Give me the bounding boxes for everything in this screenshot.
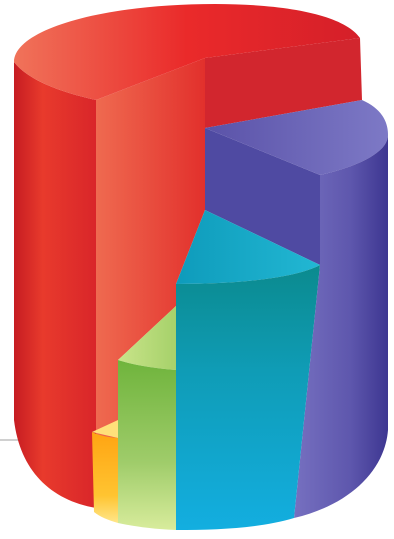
purple-segment-top: [205, 100, 388, 175]
red-segment-front: [14, 62, 96, 508]
red-segment-back-face: [205, 38, 362, 128]
orange-segment-top: [92, 420, 118, 438]
teal-segment-top: [176, 210, 320, 284]
orange-segment-front: [92, 432, 118, 523]
teal-segment-front: [176, 265, 320, 530]
red-segment-top: [14, 4, 360, 100]
green-segment-front: [118, 360, 176, 530]
red-segment-inner-face: [96, 58, 205, 510]
green-segment-top: [118, 306, 176, 370]
purple-segment-inner-face: [205, 128, 320, 265]
purple-segment-front: [294, 135, 388, 518]
